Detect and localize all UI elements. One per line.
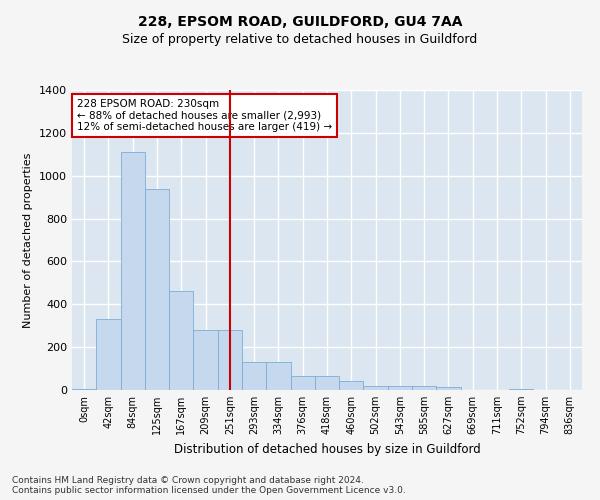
Bar (412, 386, 436, 390)
Text: Size of property relative to detached houses in Guildford: Size of property relative to detached ho… (122, 32, 478, 46)
Bar (290, 376, 315, 390)
Bar (72, 389, 96, 390)
Y-axis label: Number of detached properties: Number of detached properties (23, 152, 34, 328)
Bar (242, 362, 266, 390)
Text: 228, EPSOM ROAD, GUILDFORD, GU4 7AA: 228, EPSOM ROAD, GUILDFORD, GU4 7AA (138, 15, 462, 29)
Bar (509, 389, 533, 390)
Bar (364, 386, 388, 390)
Bar (169, 292, 193, 390)
Bar (388, 386, 412, 390)
Text: Contains HM Land Registry data © Crown copyright and database right 2024.
Contai: Contains HM Land Registry data © Crown c… (12, 476, 406, 495)
Bar (96, 320, 121, 390)
Bar (121, 152, 145, 390)
Bar (193, 330, 218, 390)
Bar (218, 330, 242, 390)
Bar (266, 362, 290, 390)
Bar (145, 188, 169, 390)
Bar (315, 376, 339, 390)
Bar (339, 382, 364, 390)
Text: 228 EPSOM ROAD: 230sqm
← 88% of detached houses are smaller (2,993)
12% of semi-: 228 EPSOM ROAD: 230sqm ← 88% of detached… (77, 99, 332, 132)
Bar (436, 387, 461, 390)
X-axis label: Distribution of detached houses by size in Guildford: Distribution of detached houses by size … (173, 442, 481, 456)
